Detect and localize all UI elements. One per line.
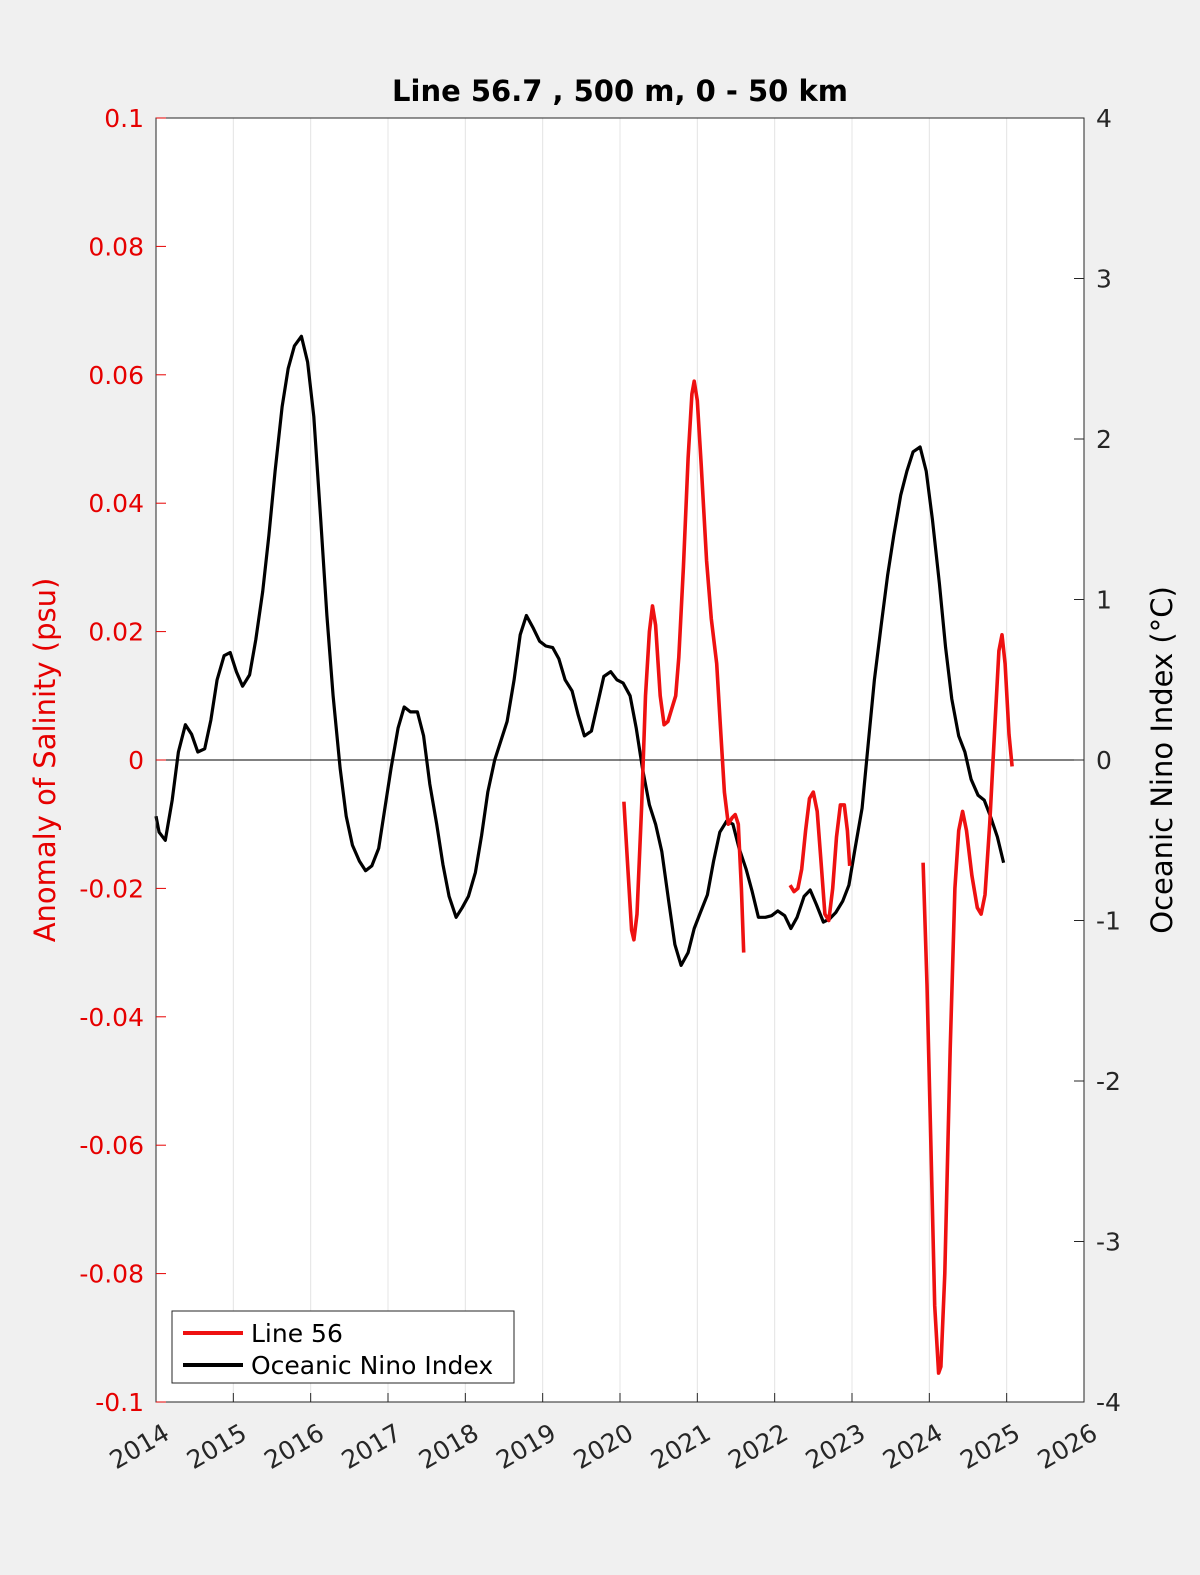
chart-title: Line 56.7 , 500 m, 0 - 50 km bbox=[392, 74, 848, 108]
axis-ticks: 2014 2015 2016 2017 2018 2019 2020 2021 2022 2023… bbox=[79, 104, 1121, 1475]
y-left-tick-label: 0.02 bbox=[88, 618, 144, 647]
y-left-tick-label: 0.04 bbox=[88, 489, 144, 518]
y-left-tick-label: 0.08 bbox=[88, 232, 144, 261]
y-right-tick-label: -1 bbox=[1096, 907, 1121, 936]
y-left-tick-label: -0.02 bbox=[79, 874, 144, 903]
y-right-tick-label: 1 bbox=[1096, 586, 1112, 615]
y-right-tick-label: -3 bbox=[1096, 1228, 1121, 1257]
y-right-tick-label: 4 bbox=[1096, 104, 1112, 133]
y-right-tick-label: 2 bbox=[1096, 425, 1112, 454]
y-right-tick-label: 0 bbox=[1096, 746, 1112, 775]
y-left-tick-label: -0.08 bbox=[79, 1260, 144, 1289]
y-axis-right-label: Oceanic Nino Index (°C) bbox=[1145, 586, 1179, 934]
y-left-tick-label: 0.1 bbox=[104, 104, 144, 133]
y-left-tick-label: 0.06 bbox=[88, 361, 144, 390]
legend-label-oni: Oceanic Nino Index bbox=[251, 1351, 493, 1380]
y-right-tick-label: -2 bbox=[1096, 1067, 1121, 1096]
legend: Line 56 Oceanic Nino Index bbox=[171, 1310, 515, 1384]
y-left-tick-label: 0 bbox=[128, 746, 144, 775]
y-axis-left-label: Anomaly of Salinity (psu) bbox=[28, 578, 62, 943]
y-right-tick-label: -4 bbox=[1096, 1388, 1121, 1417]
legend-label-line-56: Line 56 bbox=[251, 1319, 343, 1348]
series-line-oceanic-nino-index bbox=[154, 334, 1006, 968]
y-right-tick-label: 3 bbox=[1096, 265, 1112, 294]
y-left-tick-label: -0.06 bbox=[79, 1131, 144, 1160]
y-left-tick-label: -0.1 bbox=[95, 1388, 144, 1417]
legend-box bbox=[171, 1310, 515, 1384]
series-line-line-56 bbox=[622, 379, 746, 953]
y-left-tick-label: -0.04 bbox=[79, 1003, 144, 1032]
series-line-line-56 bbox=[788, 790, 852, 923]
series-layer bbox=[154, 334, 1014, 1375]
series-line-line-56 bbox=[921, 632, 1014, 1375]
